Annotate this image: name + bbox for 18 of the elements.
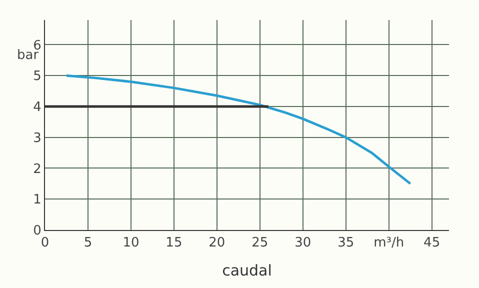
- x-tick-label: 5: [84, 236, 92, 251]
- x-tick-label: 10: [122, 236, 140, 251]
- y-axis-title: bar: [17, 48, 40, 63]
- x-tick-label: 45: [424, 236, 440, 251]
- line-series: [65, 74, 412, 185]
- x-tick-label: 25: [252, 236, 268, 251]
- x-tick-label: 35: [338, 236, 354, 251]
- y-tick-label: 5: [33, 69, 42, 84]
- y-tick-label: 0: [33, 224, 42, 239]
- x-tick-label: 30: [294, 236, 312, 251]
- y-tick-label: 2: [33, 162, 42, 177]
- x-axis-title: caudal: [222, 262, 272, 280]
- y-tick-label: 1: [33, 192, 42, 208]
- y-tick-label: 3: [33, 130, 42, 146]
- y-tick-label: 4: [33, 100, 42, 116]
- x-tick-label: m³/h: [374, 236, 404, 251]
- x-tick-label: 15: [166, 236, 182, 251]
- x-tick-label: 20: [208, 236, 226, 251]
